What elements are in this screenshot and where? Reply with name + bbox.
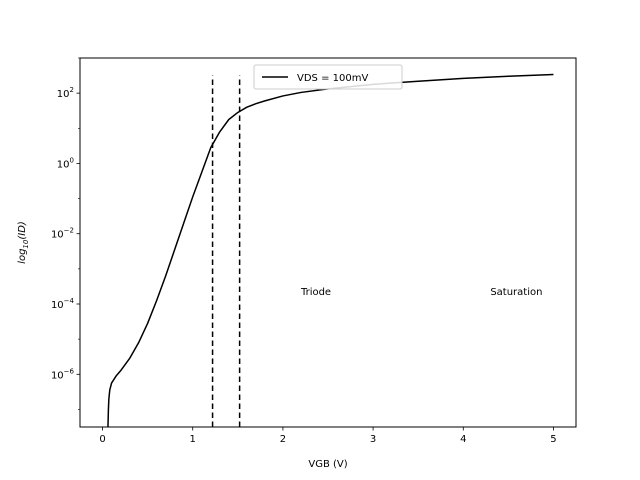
legend-label: VDS = 100mV [297, 73, 368, 84]
y-tick-label: 10−2 [51, 227, 74, 241]
y-tick-label: 10−4 [51, 297, 75, 311]
y-tick-label: 102 [57, 86, 74, 100]
y-tick-label-exponent: 2 [70, 86, 74, 94]
x-tick-label: 3 [370, 434, 376, 445]
x-tick-label: 5 [550, 434, 556, 445]
y-axis-label-subscript: 10 [22, 239, 30, 248]
x-tick-label: 0 [99, 434, 105, 445]
y-tick-label: 100 [57, 156, 74, 170]
y-tick-label-base: 10 [51, 230, 64, 241]
region-annotations: Triode Saturation [300, 287, 543, 298]
y-tick-label-exponent: −4 [64, 297, 75, 305]
x-axis-label: VGB (V) [308, 459, 347, 470]
y-tick-label-exponent: −6 [64, 367, 75, 375]
x-axis-ticks: 0 1 2 3 4 5 [99, 427, 557, 445]
y-axis-label-prefix: log [17, 249, 28, 264]
y-axis-label-suffix: (ID) [17, 221, 28, 239]
x-tick-label: 4 [460, 434, 466, 445]
x-tick-label: 1 [190, 434, 196, 445]
annotation-saturation: Saturation [490, 287, 542, 298]
y-tick-label-base: 10 [57, 159, 70, 170]
legend: VDS = 100mV [253, 64, 403, 90]
y-tick-label-base: 10 [51, 300, 64, 311]
y-tick-label: 10−6 [51, 367, 75, 381]
y-tick-label-exponent: 0 [70, 156, 74, 164]
legend-box [253, 64, 403, 90]
plot-area-frame [79, 57, 577, 428]
y-axis-label: log10(ID) [17, 221, 30, 264]
y-tick-label-base: 10 [57, 89, 70, 100]
annotation-triode: Triode [300, 287, 331, 298]
y-tick-label-exponent: −2 [64, 227, 74, 235]
x-tick-label: 2 [280, 434, 286, 445]
y-tick-label-base: 10 [51, 370, 64, 381]
